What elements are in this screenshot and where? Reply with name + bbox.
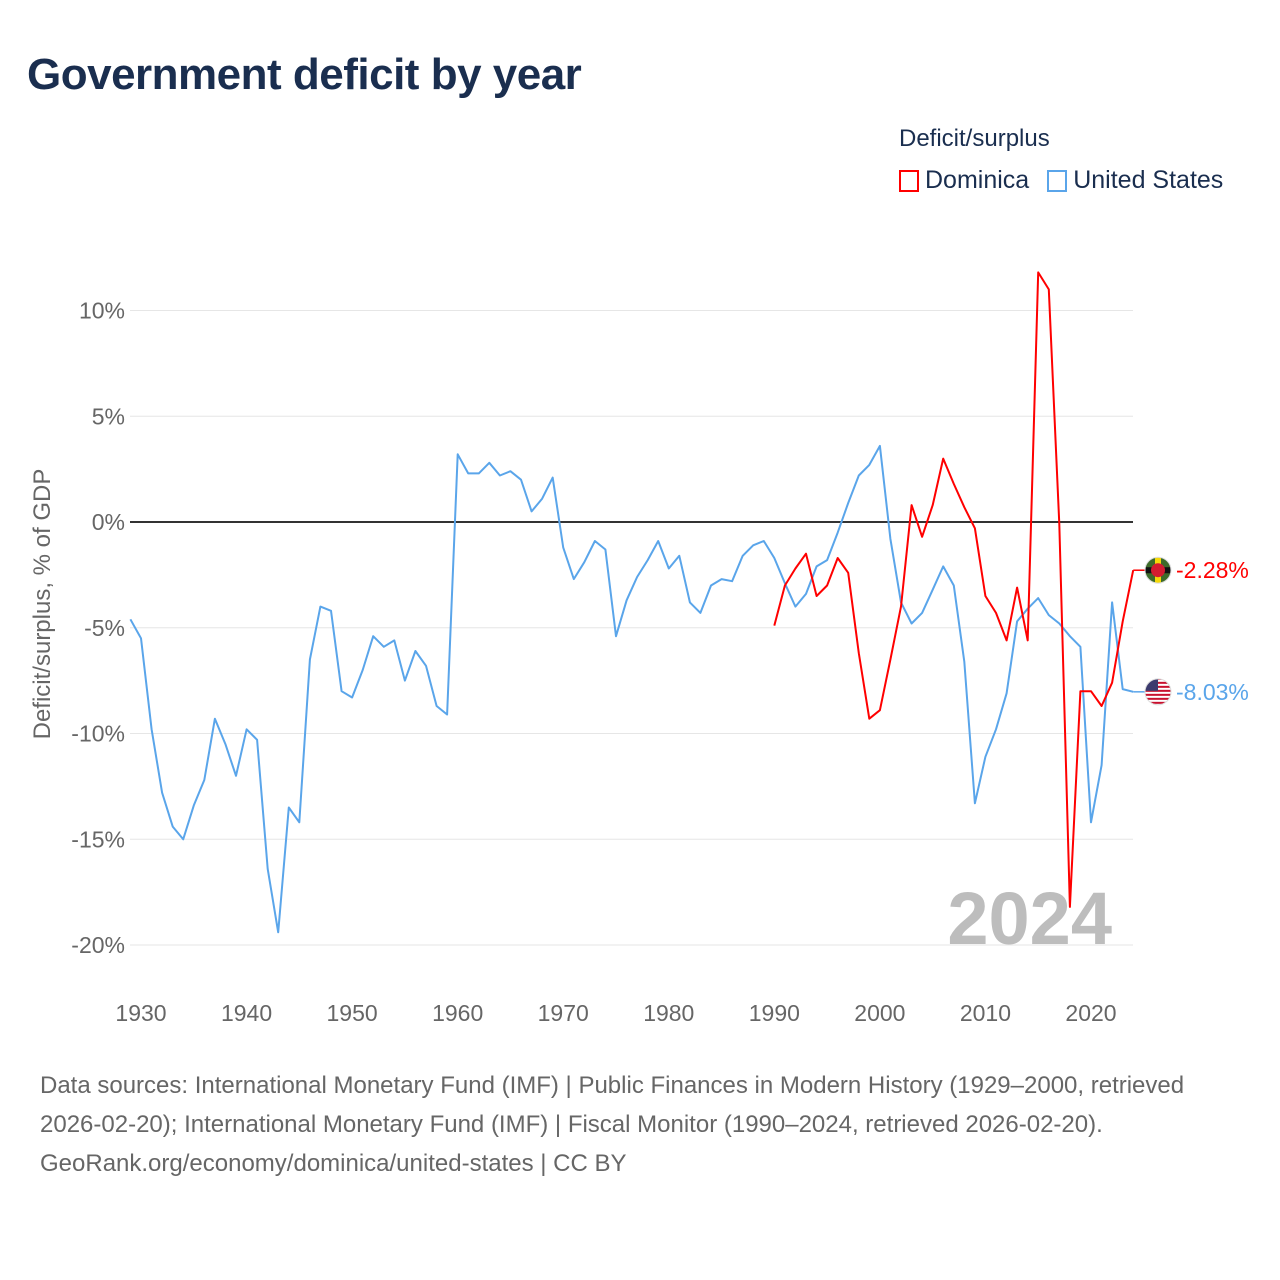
x-tick-label: 1990 bbox=[749, 1000, 800, 1026]
series-line-united-states bbox=[129, 444, 1134, 934]
flag-body bbox=[1145, 678, 1171, 705]
legend-label: United States bbox=[1073, 166, 1224, 194]
x-tick-label: 2000 bbox=[854, 1000, 905, 1026]
series-line-dominica bbox=[773, 271, 1135, 908]
flag-stripe bbox=[1145, 701, 1171, 704]
y-tick-label: -20% bbox=[71, 932, 125, 958]
flag-border bbox=[1144, 556, 1172, 584]
x-tick-label: 1950 bbox=[327, 1000, 378, 1026]
legend-item-united-states[interactable]: United States bbox=[1047, 166, 1223, 195]
sources: Data sources: International Monetary Fun… bbox=[40, 1066, 1240, 1183]
flag-stripe bbox=[1145, 693, 1171, 696]
y-tick-label: -10% bbox=[71, 721, 125, 747]
y-axis-label: Deficit/surplus, % of GDP bbox=[29, 469, 56, 740]
data-sources-text: Data sources: International Monetary Fun… bbox=[40, 1072, 1185, 1138]
flag-canton bbox=[1145, 678, 1158, 691]
flag-stripe bbox=[1145, 697, 1171, 700]
y-tick-label: 10% bbox=[79, 298, 125, 324]
legend-swatch-dominica bbox=[899, 169, 919, 192]
chart-title: Government deficit by year bbox=[27, 50, 582, 99]
legend-label: Dominica bbox=[925, 166, 1030, 194]
flag-border bbox=[1144, 678, 1172, 706]
y-tick-label: 0% bbox=[92, 509, 125, 535]
credit-link[interactable]: GeoRank.org/economy/dominica/united-stat… bbox=[40, 1150, 627, 1177]
united-states-flag-icon bbox=[1144, 678, 1172, 706]
y-tick-label: 5% bbox=[92, 403, 125, 429]
legend-title: Deficit/surplus bbox=[899, 125, 1050, 152]
legend-item-dominica[interactable]: Dominica bbox=[899, 166, 1029, 195]
end-value-label: -8.03% bbox=[1176, 679, 1249, 705]
x-tick-label: 1960 bbox=[432, 1000, 483, 1026]
x-tick-label: 1930 bbox=[115, 1000, 166, 1026]
legend: Dominica United States bbox=[899, 166, 1223, 195]
x-tick-label: 1980 bbox=[643, 1000, 694, 1026]
legend-swatch-united-states bbox=[1047, 169, 1068, 192]
flag-body bbox=[1145, 557, 1171, 584]
end-value-label: -2.28% bbox=[1176, 557, 1249, 583]
year-watermark: 2024 bbox=[947, 877, 1112, 960]
y-tick-label: -5% bbox=[84, 615, 125, 641]
x-tick-label: 2010 bbox=[960, 1000, 1011, 1026]
x-tick-label: 1940 bbox=[221, 1000, 272, 1026]
y-tick-label: -15% bbox=[71, 826, 125, 852]
x-tick-label: 1970 bbox=[538, 1000, 589, 1026]
dominica-flag-icon bbox=[1144, 556, 1172, 584]
flag-disc bbox=[1151, 563, 1165, 578]
x-tick-label: 2020 bbox=[1065, 1000, 1116, 1026]
